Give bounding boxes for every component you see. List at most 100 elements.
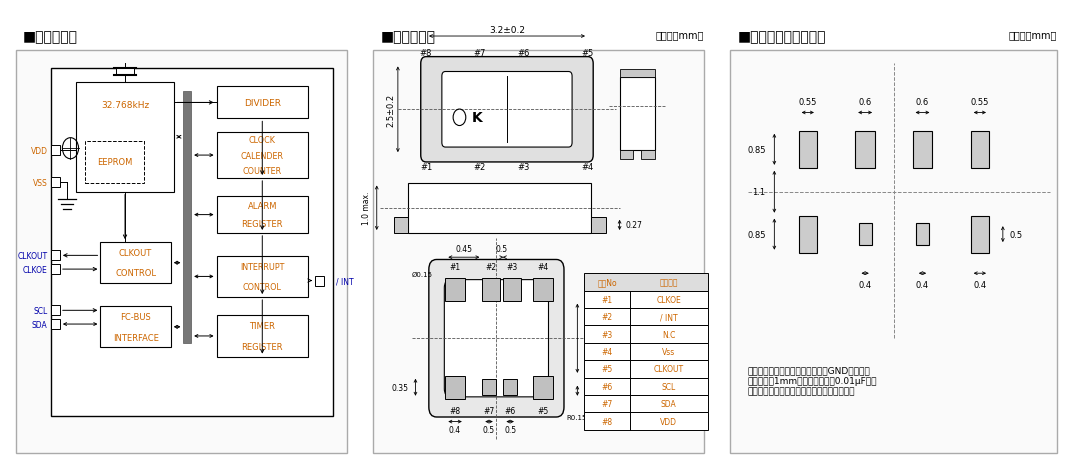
Bar <box>503 379 517 396</box>
Text: SCL: SCL <box>33 306 47 315</box>
Text: 0.5: 0.5 <box>1010 230 1023 239</box>
Text: #2: #2 <box>473 163 486 172</box>
Bar <box>533 376 553 399</box>
Text: Ø0.15: Ø0.15 <box>412 272 433 278</box>
Text: #2: #2 <box>486 262 497 271</box>
Text: #2: #2 <box>602 313 613 322</box>
Text: CLKOUT: CLKOUT <box>653 365 684 374</box>
Text: 0.45: 0.45 <box>455 245 472 254</box>
Text: 1.1: 1.1 <box>752 188 766 197</box>
Text: ピン配列: ピン配列 <box>660 278 678 287</box>
Bar <box>585 360 707 378</box>
Bar <box>619 78 655 151</box>
Bar <box>731 50 1057 453</box>
Bar <box>585 291 707 308</box>
Text: #6: #6 <box>504 406 516 415</box>
Text: 0.5: 0.5 <box>496 245 508 254</box>
Bar <box>585 378 707 395</box>
FancyBboxPatch shape <box>444 280 548 397</box>
Bar <box>591 218 605 233</box>
Bar <box>16 50 347 453</box>
Bar <box>533 278 553 301</box>
Bar <box>395 218 409 233</box>
Text: #8: #8 <box>420 49 432 58</box>
Text: 0.85: 0.85 <box>747 146 766 155</box>
Bar <box>52 178 60 188</box>
Bar <box>217 197 308 233</box>
Text: 0.4: 0.4 <box>916 280 929 289</box>
Bar <box>52 69 333 416</box>
Text: CONTROL: CONTROL <box>115 269 156 278</box>
Bar <box>101 307 171 347</box>
Bar <box>52 265 60 275</box>
Text: TIMER: TIMER <box>249 321 275 330</box>
Text: #4: #4 <box>602 347 613 356</box>
Text: VSS: VSS <box>33 178 47 187</box>
Text: 0.4: 0.4 <box>858 280 871 289</box>
Text: INTERFACE: INTERFACE <box>113 333 159 342</box>
Text: 0.7: 0.7 <box>586 387 599 396</box>
Text: #5: #5 <box>602 365 613 374</box>
Bar <box>217 87 308 119</box>
Text: #4: #4 <box>582 163 594 172</box>
Bar <box>585 395 707 413</box>
Bar <box>912 131 932 169</box>
Bar <box>52 146 60 156</box>
Bar <box>503 278 521 301</box>
Bar <box>642 151 655 159</box>
Bar <box>409 183 591 233</box>
Text: #3: #3 <box>602 330 613 339</box>
Text: CALENDER: CALENDER <box>240 151 283 160</box>
Text: 3.2±0.2: 3.2±0.2 <box>489 26 525 35</box>
Text: 0.4: 0.4 <box>449 426 461 435</box>
Text: #7: #7 <box>602 399 613 408</box>
Bar <box>585 326 707 343</box>
Text: CONTROL: CONTROL <box>242 283 282 292</box>
Bar <box>217 133 308 178</box>
FancyBboxPatch shape <box>442 72 572 148</box>
Text: VDD: VDD <box>31 146 47 155</box>
Text: ■推奨ランドパターン: ■推奨ランドパターン <box>737 30 826 44</box>
Bar <box>52 306 60 316</box>
Text: 0.5: 0.5 <box>483 426 495 435</box>
Bar <box>116 69 134 75</box>
Text: 32.768kHz: 32.768kHz <box>101 101 149 110</box>
Text: SDA: SDA <box>32 320 47 329</box>
Text: R0.15: R0.15 <box>567 414 587 420</box>
Bar <box>585 308 707 326</box>
Bar <box>798 131 817 169</box>
Bar <box>217 256 308 298</box>
Text: 注）本製品ご使用の際は、電源とGND間（製品
　端子から1mm程度の位置）に0.01μF程度
　のバイパスコンデンサを入れてください。: 注）本製品ご使用の際は、電源とGND間（製品 端子から1mm程度の位置）に0.0… <box>748 366 878 396</box>
Text: #1: #1 <box>602 295 613 304</box>
Text: 0.85: 0.85 <box>747 230 766 239</box>
Bar <box>183 92 191 343</box>
Text: CLKOE: CLKOE <box>657 295 681 304</box>
Bar <box>585 343 707 360</box>
Bar <box>52 319 60 329</box>
Text: REGISTER: REGISTER <box>241 342 283 351</box>
Bar <box>916 224 929 246</box>
Text: / INT: / INT <box>660 313 678 322</box>
Text: #7: #7 <box>473 49 486 58</box>
Text: 0.4: 0.4 <box>973 280 986 289</box>
Bar <box>217 316 308 357</box>
FancyBboxPatch shape <box>421 58 593 163</box>
Text: 0.55: 0.55 <box>971 97 989 106</box>
Text: （単位：mm）: （単位：mm） <box>1009 30 1057 40</box>
Bar <box>585 413 707 430</box>
Text: FC-BUS: FC-BUS <box>120 312 151 321</box>
Text: #5: #5 <box>538 406 548 415</box>
Bar <box>585 274 707 291</box>
Text: 0.35: 0.35 <box>392 383 409 392</box>
Text: 1.0 max.: 1.0 max. <box>362 192 370 225</box>
Bar <box>855 131 876 169</box>
Text: COUNTER: COUNTER <box>242 167 282 176</box>
Text: / INT: / INT <box>336 277 354 286</box>
Text: SCL: SCL <box>662 382 676 391</box>
Text: #6: #6 <box>517 49 529 58</box>
Bar <box>619 70 655 78</box>
Text: ピンNo: ピンNo <box>598 278 617 287</box>
Text: ALARM: ALARM <box>248 201 277 210</box>
Text: #4: #4 <box>538 262 548 271</box>
Text: 0.5: 0.5 <box>504 426 516 435</box>
